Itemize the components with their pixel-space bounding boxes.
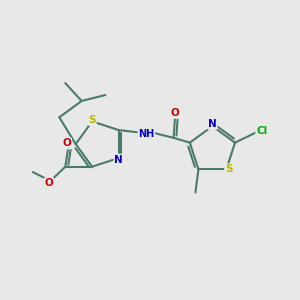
Text: S: S [225,164,232,174]
Text: O: O [171,108,179,118]
Text: O: O [62,139,71,148]
Text: O: O [45,178,53,188]
Text: NH: NH [138,129,154,139]
Text: S: S [88,115,96,125]
Text: N: N [114,154,123,164]
Text: Cl: Cl [256,126,267,136]
Text: N: N [208,119,217,129]
